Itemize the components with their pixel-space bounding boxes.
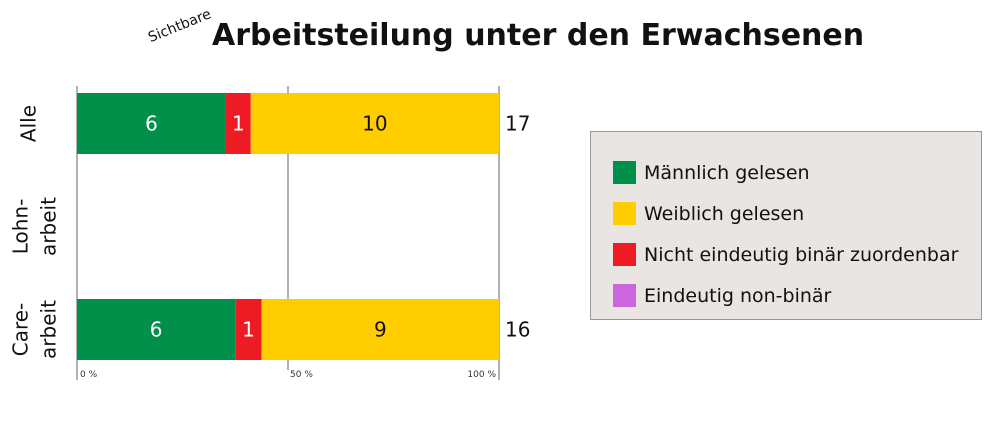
data-label: 6 [150, 318, 163, 342]
legend-item: Eindeutig non-binär [613, 275, 981, 316]
legend-swatch [613, 243, 636, 266]
category-label: Care- [9, 303, 33, 357]
x-tick-label: 50 % [290, 370, 313, 380]
legend-item: Weiblich gelesen [613, 193, 981, 234]
legend-label: Männlich gelesen [644, 161, 810, 184]
bar-segment [261, 299, 499, 360]
bar-segment [225, 93, 251, 154]
data-label: 10 [362, 112, 387, 136]
data-label: 1 [242, 318, 255, 342]
legend-item: Nicht eindeutig binär zuordenbar [613, 234, 981, 275]
category-label: Lohn- [9, 199, 33, 255]
total-label: 17 [505, 112, 530, 136]
category-label: arbeit [37, 300, 61, 359]
legend-item: Männlich gelesen [613, 152, 981, 193]
chart-title: Arbeitsteilung unter den Erwachsenen [212, 18, 865, 53]
bar-segment [77, 93, 226, 154]
x-tick-label: 0 % [80, 370, 98, 380]
data-label: 9 [374, 318, 387, 342]
bar-segment [235, 299, 262, 360]
legend-swatch [613, 202, 636, 225]
legend-swatch [613, 284, 636, 307]
legend-label: Eindeutig non-binär [644, 284, 832, 307]
category-label: Alle [17, 105, 41, 142]
legend-label: Weiblich gelesen [644, 202, 805, 225]
legend-swatch [613, 161, 636, 184]
total-label: 16 [505, 318, 530, 342]
x-tick-label: 100 % [467, 370, 496, 380]
category-label: arbeit [37, 197, 61, 256]
legend-label: Nicht eindeutig binär zuordenbar [644, 243, 959, 266]
data-label: 1 [232, 112, 245, 136]
bar-segment [250, 93, 499, 154]
legend: Männlich gelesen Weiblich gelesen Nicht ei… [590, 131, 982, 320]
bar-segment [77, 299, 236, 360]
data-label: 6 [145, 112, 158, 136]
